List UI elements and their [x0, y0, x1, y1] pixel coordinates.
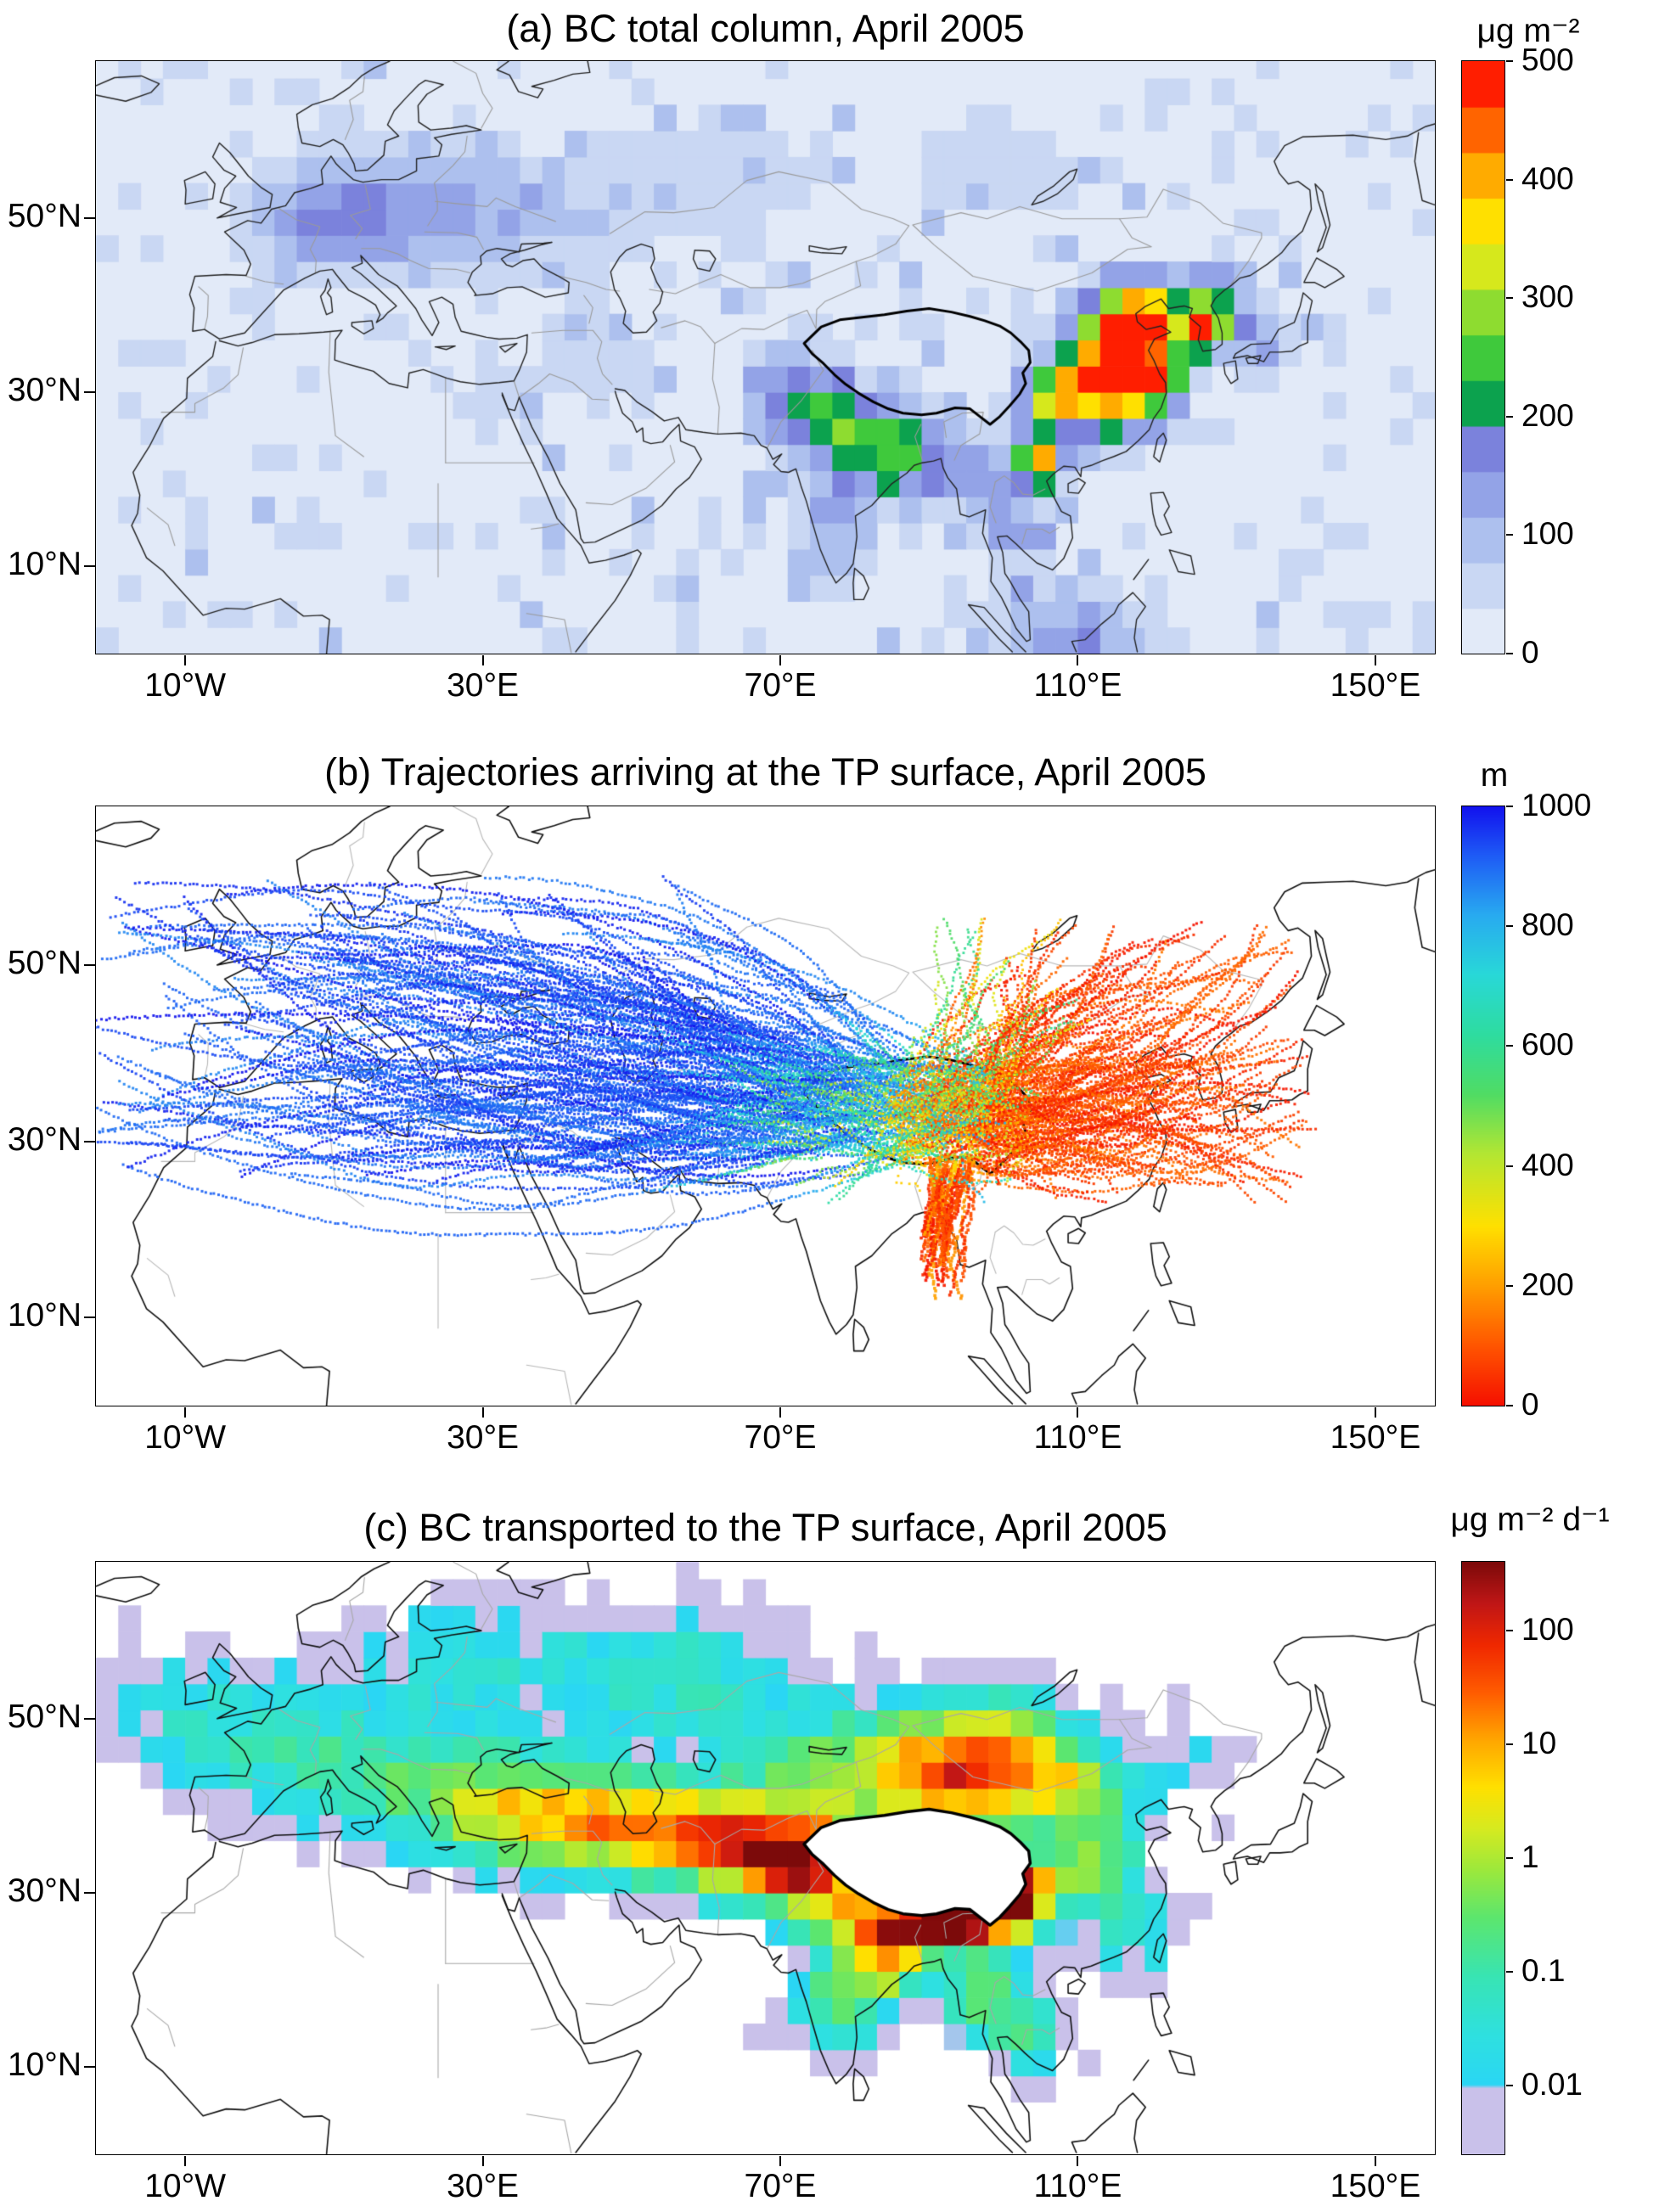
x-tick-mark: [1374, 2156, 1376, 2166]
x-tick-label: 30°E: [447, 667, 520, 704]
colorbar-tick-label: 0.01: [1521, 2067, 1583, 2103]
colorbar-tick-label: 0.1: [1521, 1953, 1566, 1989]
y-tick-mark: [84, 565, 95, 568]
colorbar-tick-mark: [1506, 60, 1513, 62]
y-tick-mark: [84, 963, 95, 966]
colorbar-tick-mark: [1506, 925, 1513, 928]
x-tick-mark: [481, 1407, 484, 1418]
y-tick-label: 30°N: [7, 372, 82, 409]
x-tick-mark: [1077, 655, 1079, 665]
colorbar-tick-label: 100: [1521, 1611, 1574, 1647]
y-tick-label: 30°N: [7, 1120, 82, 1158]
colorbar-tick-mark: [1506, 534, 1513, 536]
colorbar-tick-mark: [1506, 1284, 1513, 1287]
colorbar-tick-mark: [1506, 806, 1513, 807]
x-tick-label: 70°E: [744, 2168, 817, 2204]
x-tick-mark: [1374, 1407, 1376, 1418]
colorbar-tick-label: 300: [1521, 279, 1574, 315]
colorbar-tick-mark: [1506, 178, 1513, 181]
panel-c-title: (c) BC transported to the TP surface, Ap…: [363, 1506, 1167, 1549]
colorbar-b: [1461, 806, 1505, 1406]
colorbar-tick-label: 400: [1521, 160, 1574, 196]
y-tick-mark: [84, 216, 95, 219]
x-tick-mark: [1077, 1407, 1079, 1418]
x-tick-label: 10°W: [144, 1419, 227, 1456]
x-tick-mark: [481, 655, 484, 665]
y-tick-label: 50°N: [7, 944, 82, 981]
colorbar-tick-label: 10: [1521, 1725, 1557, 1760]
colorbar-tick-label: 1: [1521, 1839, 1539, 1874]
colorbar-tick-label: 1000: [1521, 788, 1592, 822]
x-tick-label: 70°E: [744, 667, 817, 704]
map-canvas-c: [95, 1561, 1436, 2155]
colorbar-tick-mark: [1506, 2085, 1513, 2087]
y-tick-mark: [84, 391, 95, 394]
colorbar-b-unit: m: [1480, 757, 1509, 794]
x-tick-mark: [779, 655, 782, 665]
colorbar-tick-mark: [1506, 1405, 1513, 1406]
colorbar-a: [1461, 60, 1505, 654]
x-tick-label: 10°W: [144, 667, 227, 704]
colorbar-tick-mark: [1506, 1743, 1513, 1745]
y-tick-mark: [84, 1717, 95, 1720]
y-tick-label: 10°N: [7, 2046, 82, 2084]
x-tick-label: 150°E: [1330, 1419, 1421, 1456]
y-tick-mark: [84, 1317, 95, 1319]
colorbar-tick-label: 400: [1521, 1147, 1574, 1182]
colorbar-tick-mark: [1506, 415, 1513, 418]
colorbar-tick-mark: [1506, 653, 1513, 654]
map-canvas-a: [95, 60, 1436, 654]
colorbar-tick-mark: [1506, 1857, 1513, 1859]
colorbar-tick-label: 600: [1521, 1027, 1574, 1063]
x-tick-mark: [184, 2156, 187, 2166]
colorbar-tick-label: 0: [1521, 1387, 1539, 1422]
y-tick-label: 10°N: [7, 1297, 82, 1334]
colorbar-tick-label: 200: [1521, 397, 1574, 433]
colorbar-tick-label: 200: [1521, 1266, 1574, 1302]
x-tick-label: 150°E: [1330, 667, 1421, 704]
x-tick-mark: [184, 1407, 187, 1418]
colorbar-tick-mark: [1506, 1629, 1513, 1631]
y-tick-label: 50°N: [7, 197, 82, 234]
colorbar-tick-label: 800: [1521, 907, 1574, 943]
colorbar-c-unit: μg m⁻² d⁻¹: [1450, 1502, 1610, 1538]
colorbar-tick-mark: [1506, 1971, 1513, 1973]
panel-a-title: (a) BC total column, April 2005: [506, 7, 1025, 50]
x-tick-label: 30°E: [447, 1419, 520, 1456]
x-tick-label: 30°E: [447, 2168, 520, 2204]
colorbar-tick-mark: [1506, 1165, 1513, 1167]
colorbar-tick-label: 500: [1521, 42, 1574, 77]
y-tick-mark: [84, 1892, 95, 1895]
colorbar-tick-mark: [1506, 1045, 1513, 1047]
x-tick-label: 110°E: [1033, 1419, 1122, 1456]
map-canvas-b: [95, 806, 1436, 1406]
x-tick-label: 110°E: [1033, 667, 1122, 704]
colorbar-tick-mark: [1506, 297, 1513, 300]
colorbar-a-unit: μg m⁻²: [1476, 13, 1580, 49]
x-tick-mark: [779, 2156, 782, 2166]
x-tick-label: 70°E: [744, 1419, 817, 1456]
x-tick-mark: [779, 1407, 782, 1418]
y-tick-label: 50°N: [7, 1698, 82, 1735]
y-tick-label: 30°N: [7, 1872, 82, 1910]
x-tick-label: 150°E: [1330, 2168, 1421, 2204]
x-tick-label: 10°W: [144, 2168, 227, 2204]
x-tick-mark: [481, 2156, 484, 2166]
panel-b-title: (b) Trajectories arriving at the TP surf…: [324, 750, 1206, 794]
y-tick-mark: [84, 1140, 95, 1142]
colorbar-tick-label: 100: [1521, 516, 1574, 552]
colorbar-tick-label: 0: [1521, 635, 1539, 670]
y-tick-mark: [84, 2066, 95, 2069]
x-tick-mark: [1374, 655, 1376, 665]
y-tick-label: 10°N: [7, 546, 82, 583]
colorbar-c: [1461, 1561, 1505, 2155]
x-tick-label: 110°E: [1033, 2168, 1122, 2204]
x-tick-mark: [1077, 2156, 1079, 2166]
x-tick-mark: [184, 655, 187, 665]
